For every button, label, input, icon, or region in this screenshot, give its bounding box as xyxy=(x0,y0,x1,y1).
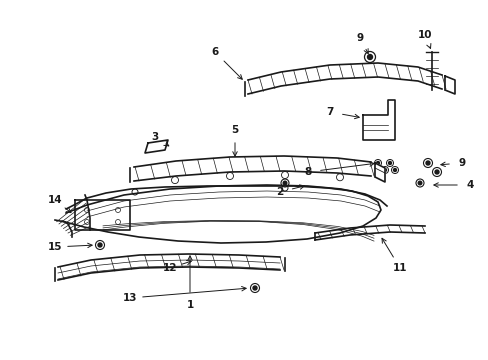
Circle shape xyxy=(434,170,438,174)
Text: 1: 1 xyxy=(186,300,193,310)
Text: 6: 6 xyxy=(211,47,218,57)
Circle shape xyxy=(393,168,396,171)
Text: 9: 9 xyxy=(356,33,363,43)
Circle shape xyxy=(417,181,421,185)
Text: 3: 3 xyxy=(151,132,158,142)
Circle shape xyxy=(283,181,286,185)
Circle shape xyxy=(367,54,372,59)
Circle shape xyxy=(376,162,379,165)
Text: 13: 13 xyxy=(122,293,137,303)
Text: 5: 5 xyxy=(231,125,238,135)
Circle shape xyxy=(252,286,257,290)
Text: 2: 2 xyxy=(276,187,283,197)
Text: 7: 7 xyxy=(325,107,333,117)
Text: 4: 4 xyxy=(466,180,473,190)
Text: 9: 9 xyxy=(458,158,465,168)
Polygon shape xyxy=(444,76,454,94)
Circle shape xyxy=(383,168,386,171)
Text: 8: 8 xyxy=(304,167,311,177)
Text: 15: 15 xyxy=(48,242,62,252)
Text: 12: 12 xyxy=(163,263,177,273)
Circle shape xyxy=(425,161,429,165)
Polygon shape xyxy=(374,163,384,182)
Text: 11: 11 xyxy=(392,263,407,273)
Text: 10: 10 xyxy=(417,30,431,40)
Circle shape xyxy=(98,243,102,247)
Circle shape xyxy=(387,162,391,165)
Text: 14: 14 xyxy=(48,195,62,205)
